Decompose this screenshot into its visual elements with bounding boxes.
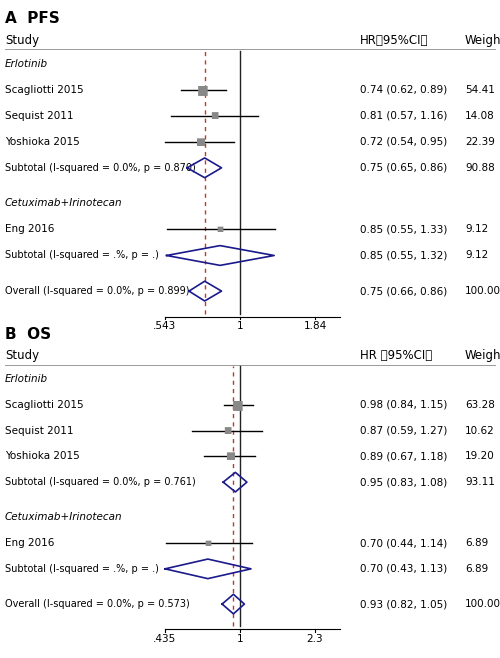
Text: 0.81 (0.57, 1.16): 0.81 (0.57, 1.16) [360,111,448,121]
Text: 63.28: 63.28 [465,400,495,410]
Text: .435: .435 [154,634,176,644]
Text: 1: 1 [236,634,244,644]
Text: 6.89: 6.89 [465,564,488,574]
Text: 10.62: 10.62 [465,426,495,436]
Text: ■: ■ [204,540,212,546]
Text: A  PFS: A PFS [5,11,60,26]
Text: 6.89: 6.89 [465,538,488,548]
Text: 2.3: 2.3 [306,634,324,644]
Text: Cetuximab+Irinotecan: Cetuximab+Irinotecan [5,199,122,209]
Text: 0.85 (0.55, 1.33): 0.85 (0.55, 1.33) [360,224,448,234]
Text: 54.41: 54.41 [465,85,495,95]
Text: Weight%: Weight% [465,34,500,47]
Text: Scagliotti 2015: Scagliotti 2015 [5,85,84,95]
Text: Overall (I-squared = 0.0%, p = 0.573): Overall (I-squared = 0.0%, p = 0.573) [5,599,190,609]
Text: Sequist 2011: Sequist 2011 [5,426,73,436]
Text: Yoshioka 2015: Yoshioka 2015 [5,451,80,461]
Text: 93.11: 93.11 [465,477,495,487]
Text: Erlotinib: Erlotinib [5,374,48,384]
Text: 0.70 (0.43, 1.13): 0.70 (0.43, 1.13) [360,564,448,574]
Text: Study: Study [5,349,39,363]
Text: ■: ■ [210,111,218,120]
Text: Cetuximab+Irinotecan: Cetuximab+Irinotecan [5,513,122,522]
Text: Subtotal (I-squared = 0.0%, p = 0.761): Subtotal (I-squared = 0.0%, p = 0.761) [5,477,196,487]
Text: 0.98 (0.84, 1.15): 0.98 (0.84, 1.15) [360,400,448,410]
Text: Erlotinib: Erlotinib [5,59,48,68]
Text: ■: ■ [224,451,234,461]
Text: 1: 1 [236,321,244,332]
Text: ■: ■ [224,426,232,435]
Text: Subtotal (I-squared = .%, p = .): Subtotal (I-squared = .%, p = .) [5,564,159,574]
Text: 14.08: 14.08 [465,111,495,121]
Text: Subtotal (I-squared = 0.0%, p = 0.870): Subtotal (I-squared = 0.0%, p = 0.870) [5,163,196,173]
Text: HR（95%CI）: HR（95%CI） [360,34,428,47]
Text: Study: Study [5,34,39,47]
Text: HR （95%CI）: HR （95%CI） [360,349,432,363]
Text: Weight%: Weight% [465,349,500,363]
Text: Eng 2016: Eng 2016 [5,538,54,548]
Text: ■: ■ [194,137,204,147]
Text: 0.85 (0.55, 1.32): 0.85 (0.55, 1.32) [360,251,448,261]
Text: 100.00: 100.00 [465,599,500,609]
Text: 0.72 (0.54, 0.95): 0.72 (0.54, 0.95) [360,137,448,147]
Text: ■: ■ [216,226,224,232]
Text: 1.84: 1.84 [304,321,326,332]
Text: 0.89 (0.67, 1.18): 0.89 (0.67, 1.18) [360,451,448,461]
Text: Sequist 2011: Sequist 2011 [5,111,73,121]
Text: 0.95 (0.83, 1.08): 0.95 (0.83, 1.08) [360,477,448,487]
Text: 0.87 (0.59, 1.27): 0.87 (0.59, 1.27) [360,426,448,436]
Text: 0.74 (0.62, 0.89): 0.74 (0.62, 0.89) [360,85,448,95]
Text: ■: ■ [232,398,244,411]
Text: 0.75 (0.65, 0.86): 0.75 (0.65, 0.86) [360,163,448,173]
Text: 19.20: 19.20 [465,451,495,461]
Text: Yoshioka 2015: Yoshioka 2015 [5,137,80,147]
Text: Overall (I-squared = 0.0%, p = 0.899): Overall (I-squared = 0.0%, p = 0.899) [5,286,190,296]
Text: 22.39: 22.39 [465,137,495,147]
Text: .543: .543 [154,321,176,332]
Text: 9.12: 9.12 [465,224,488,234]
Text: 9.12: 9.12 [465,251,488,261]
Text: Eng 2016: Eng 2016 [5,224,54,234]
Text: 0.70 (0.44, 1.14): 0.70 (0.44, 1.14) [360,538,448,548]
Text: Subtotal (I-squared = .%, p = .): Subtotal (I-squared = .%, p = .) [5,251,159,261]
Text: ■: ■ [197,83,209,96]
Text: B  OS: B OS [5,327,51,342]
Text: 100.00: 100.00 [465,286,500,296]
Text: 0.93 (0.82, 1.05): 0.93 (0.82, 1.05) [360,599,448,609]
Text: Scagliotti 2015: Scagliotti 2015 [5,400,84,410]
Text: 0.75 (0.66, 0.86): 0.75 (0.66, 0.86) [360,286,448,296]
Text: 90.88: 90.88 [465,163,495,173]
